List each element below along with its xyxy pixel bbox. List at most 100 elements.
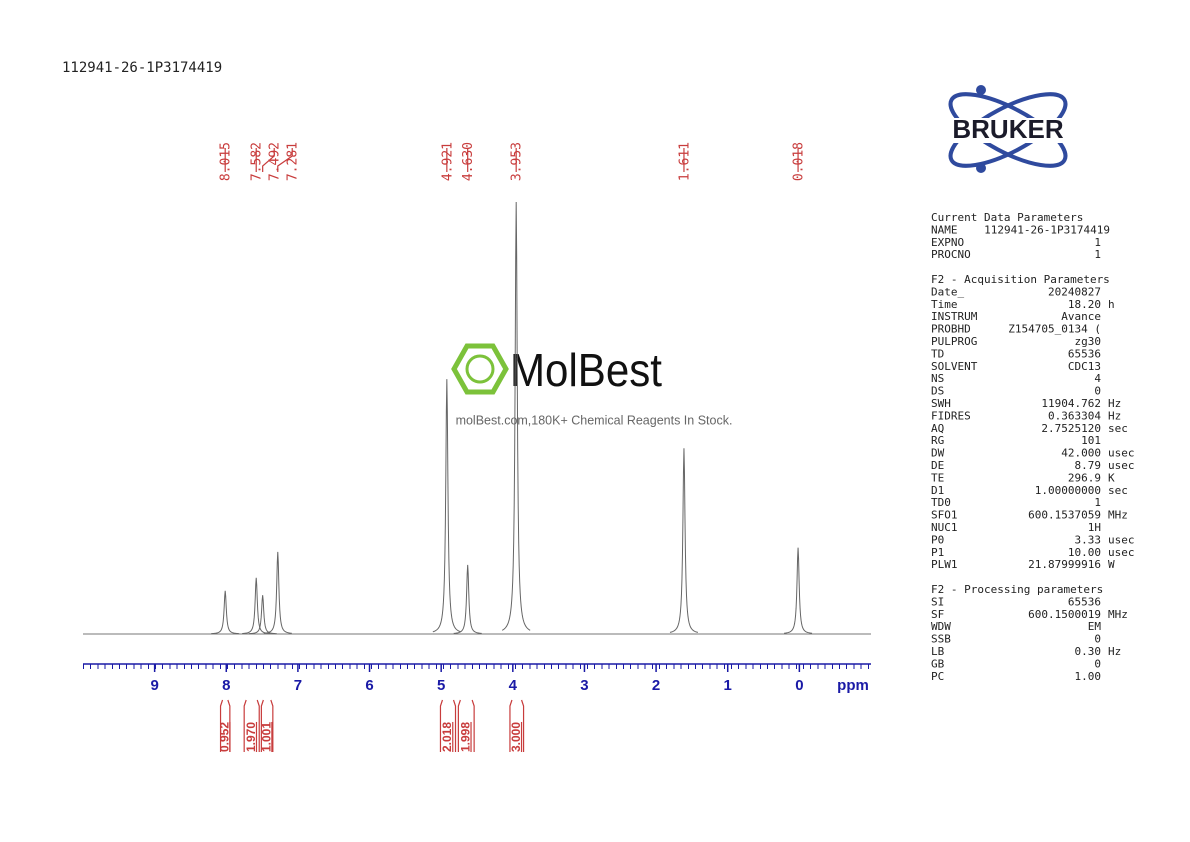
param-value: 18.20 (1068, 298, 1101, 311)
param-value: 42.000 (1061, 447, 1101, 460)
param-name: SFO1 (931, 509, 958, 522)
param-name: PC (931, 670, 944, 683)
param-value: 0 (1094, 385, 1101, 398)
param-unit: usec (1108, 533, 1135, 546)
param-name: TD0 (931, 496, 951, 509)
param-unit: Hz (1108, 397, 1121, 410)
param-name: EXPNO (931, 236, 964, 249)
param-name: SSB (931, 633, 951, 646)
param-section-title: F2 - Acquisition Parameters (931, 273, 1110, 286)
integral-label: 2.018 (440, 722, 454, 752)
param-value: 8.79 (1075, 459, 1102, 472)
peak (242, 577, 271, 635)
param-value: 65536 (1068, 595, 1101, 608)
peak-label: 0.018 (792, 142, 807, 181)
peak (501, 201, 531, 631)
param-name: DS (931, 385, 944, 398)
param-value: 3.33 (1075, 533, 1102, 546)
logo-backdrop (926, 118, 1090, 143)
param-value: Z154705_0134 ( (1008, 323, 1101, 336)
param-value: 65536 (1068, 347, 1101, 360)
x-tick-label: 4 (509, 677, 518, 694)
watermark-ring (465, 354, 495, 384)
param-value: 600.1500019 (1028, 608, 1101, 621)
param-name: NS (931, 372, 944, 385)
param-name: PROCNO (931, 248, 971, 261)
logo-dot (976, 163, 986, 173)
integral: 1.998 (457, 699, 475, 752)
param-name: AQ (931, 422, 944, 435)
param-section-title: Current Data Parameters (931, 211, 1083, 224)
param-name: Time (931, 298, 958, 311)
peak (263, 551, 292, 634)
integral-label: 3.000 (509, 722, 523, 752)
integral-bracket (439, 699, 457, 752)
peak-label: 4.630 (461, 142, 476, 181)
watermark: MolBest molBest.com,180K+ Chemical Reage… (451, 343, 732, 427)
param-value: 11904.762 (1041, 397, 1101, 410)
param-name: LB (931, 645, 945, 658)
x-axis-label: ppm (837, 677, 869, 694)
param-name: PLW1 (931, 558, 958, 571)
param-name: P0 (931, 533, 944, 546)
param-name: WDW (931, 620, 951, 633)
x-tick-label: 7 (294, 677, 302, 694)
param-value: zg30 (1075, 335, 1102, 348)
x-tick-label: 8 (222, 677, 230, 694)
param-name: P1 (931, 546, 944, 559)
integral: 0.952 (217, 699, 231, 752)
param-unit: usec (1108, 447, 1135, 460)
param-name: GB (931, 657, 945, 670)
peak-label: 4.921 (440, 142, 455, 181)
param-unit: h (1108, 298, 1115, 311)
x-tick-label: 0 (795, 677, 803, 694)
integral-label: 1.001 (259, 722, 273, 752)
x-tick-label: 9 (150, 677, 158, 694)
param-value: 1.00000000 (1035, 484, 1101, 497)
param-name: SF (931, 608, 944, 621)
param-value: 0.363304 (1048, 409, 1101, 422)
peak (784, 547, 813, 634)
param-unit: W (1108, 558, 1115, 571)
x-tick-label: 2 (652, 677, 660, 694)
logo-dot (976, 85, 986, 95)
param-value: 101 (1081, 434, 1101, 447)
param-unit: Hz (1108, 645, 1121, 658)
param-name: SOLVENT (931, 360, 978, 373)
peak (432, 379, 461, 633)
integral: 1.001 (259, 699, 274, 752)
param-value: 1 (1094, 496, 1101, 509)
param-value: 600.1537059 (1028, 509, 1101, 522)
logo-orbit (948, 92, 1068, 168)
watermark-brand: MolBest (510, 344, 662, 396)
param-section-title: F2 - Processing parameters (931, 583, 1103, 596)
peak (453, 564, 482, 634)
param-name: DE (931, 459, 944, 472)
param-value: 2.7525120 (1041, 422, 1101, 435)
param-value: CDC13 (1068, 360, 1101, 373)
param-value: 0 (1094, 657, 1101, 670)
param-value: 4 (1094, 372, 1101, 385)
param-unit: Hz (1108, 409, 1121, 422)
param-unit: MHz (1108, 608, 1128, 621)
param-unit: sec (1108, 484, 1128, 497)
param-value: 21.87999916 (1028, 558, 1101, 571)
integral-bracket (260, 699, 274, 752)
watermark-hexagon (451, 343, 509, 395)
peak-label: 1.611 (677, 142, 692, 181)
integral-bracket (509, 699, 525, 752)
param-value: 0 (1094, 633, 1101, 646)
param-unit: K (1108, 471, 1115, 484)
param-name: DW (931, 447, 945, 460)
peak-label: 7.492 (268, 142, 283, 181)
param-name: D1 (931, 484, 944, 497)
param-name: INSTRUM (931, 310, 978, 323)
peak-leader (277, 148, 293, 172)
peak-leader (262, 148, 275, 172)
peak-label: 3.953 (510, 142, 525, 181)
param-unit: sec (1108, 422, 1128, 435)
param-value: EM (1088, 620, 1102, 633)
param-name: SWH (931, 397, 951, 410)
param-value: 20240827 (1048, 285, 1101, 298)
